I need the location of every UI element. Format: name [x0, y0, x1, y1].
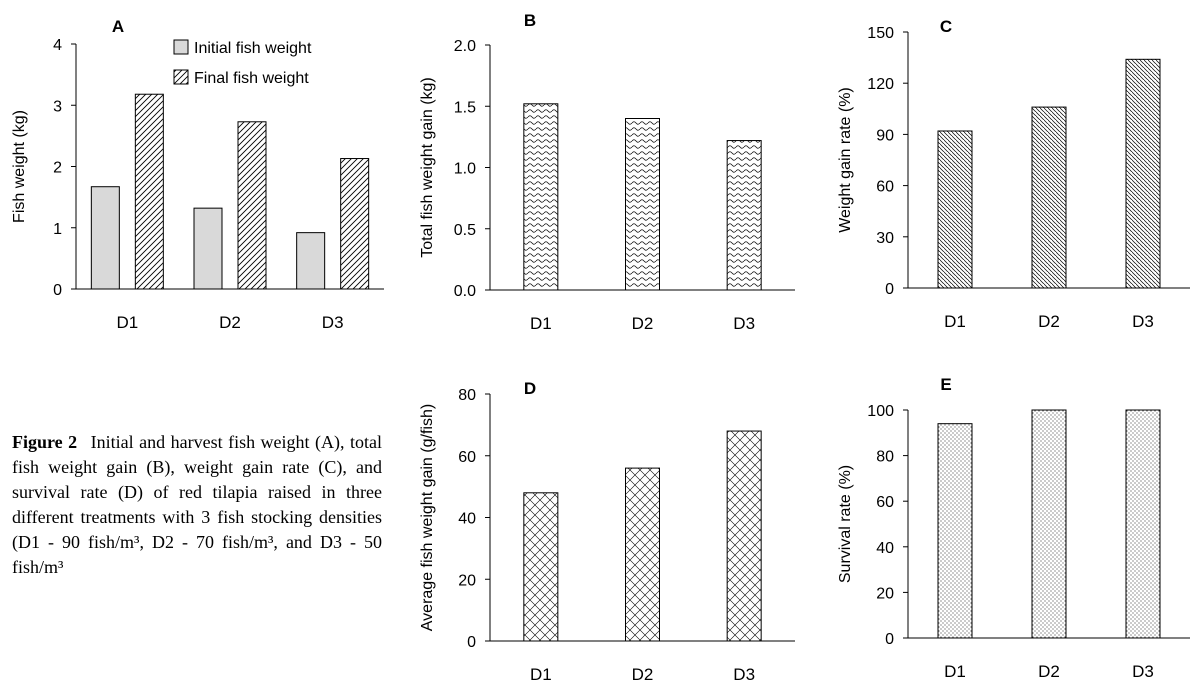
x-tick-label-b: D1: [530, 314, 552, 333]
bar-d-d2: [625, 467, 660, 642]
y-tick-label-c: 150: [867, 25, 894, 42]
x-tick-label-d: D1: [530, 665, 552, 684]
panel-letter-c: C: [940, 17, 952, 36]
panel-a: 0 1 2 3 4 Fish weight (kg) D1 D2 D3 Initial fish …: [11, 17, 384, 332]
panel-c: 0 30 60 90 120 150 Weight gain rate (%) D1 D2 D3 C: [837, 17, 1190, 331]
y-tick-label-e: 20: [876, 585, 894, 602]
y-tick-label-c: 30: [876, 230, 894, 247]
bar-c-d3: [1125, 58, 1161, 289]
y-tick-label-d: 80: [458, 387, 476, 404]
y-tick-label-e: 0: [885, 631, 894, 648]
y-tick-label-c: 120: [867, 76, 894, 93]
bar-a-final-fish-weight-d3: [340, 158, 370, 290]
x-tick-label-e: D1: [944, 662, 966, 681]
y-tick-label-c: 60: [876, 179, 894, 196]
panel-b: 0.0 0.5 1.0 1.5 2.0 Total fish weight gain (k…: [419, 11, 795, 333]
y-axis-label-a: Fish weight (kg): [11, 110, 28, 223]
y-tick-label-c: 90: [876, 127, 894, 144]
bar-c-d1: [937, 130, 973, 289]
x-tick-label-a: D1: [116, 313, 138, 332]
y-axis-label-c: Weight gain rate (%): [837, 87, 854, 233]
bar-a-initial-fish-weight-d2: [193, 207, 223, 290]
bar-d-d3: [726, 430, 762, 642]
bar-e-d2: [1031, 409, 1067, 639]
y-tick-label-c: 0: [885, 281, 894, 298]
bar-b-d3: [726, 140, 762, 291]
legend-label-1: Final fish weight: [194, 70, 309, 87]
bar-a-initial-fish-weight-d3: [296, 232, 326, 290]
bar-a-final-fish-weight-d1: [134, 93, 164, 290]
figure-caption: Figure 2 Initial and harvest fish weight…: [12, 430, 382, 580]
x-tick-label-b: D2: [632, 314, 654, 333]
x-tick-label-e: D3: [1132, 662, 1154, 681]
bar-c-d2: [1031, 106, 1067, 289]
panels-layer: 0 1 2 3 4 Fish weight (kg) D1 D2 D3 Initial fish …: [11, 11, 1190, 684]
panel-d: 0 20 40 60 80 Average fish weight gain (g/fis…: [419, 379, 795, 684]
y-tick-label-e: 100: [867, 403, 894, 420]
bar-e-d3: [1125, 409, 1161, 639]
bar-d-d1: [523, 492, 559, 642]
y-tick-label-b: 2.0: [454, 38, 476, 55]
x-tick-label-b: D3: [733, 314, 755, 333]
y-axis-label-e: Survival rate (%): [837, 465, 854, 583]
x-tick-label-e: D2: [1038, 662, 1060, 681]
y-tick-label-d: 60: [458, 449, 476, 466]
x-tick-label-c: D3: [1132, 312, 1154, 331]
legend-swatch-1: [173, 69, 189, 85]
y-tick-label-d: 40: [458, 511, 476, 528]
y-tick-label-e: 40: [876, 540, 894, 557]
bar-e-d1: [937, 423, 973, 639]
x-tick-label-d: D2: [632, 665, 654, 684]
bar-b-d1: [523, 103, 559, 291]
bar-a-initial-fish-weight-d1: [90, 186, 120, 290]
y-axis-label-b: Total fish weight gain (kg): [419, 77, 436, 258]
x-tick-label-c: D2: [1038, 312, 1060, 331]
y-axis-label-d: Average fish weight gain (g/fish): [419, 404, 436, 631]
x-tick-label-a: D2: [219, 313, 241, 332]
y-tick-label-a: 4: [53, 37, 62, 54]
y-tick-label-a: 3: [53, 98, 62, 115]
x-tick-label-a: D3: [322, 313, 344, 332]
legend-swatch-0: [173, 39, 189, 55]
x-tick-label-d: D3: [733, 665, 755, 684]
y-tick-label-d: 0: [467, 634, 476, 651]
y-tick-label-e: 60: [876, 494, 894, 511]
x-tick-label-c: D1: [944, 312, 966, 331]
y-tick-label-e: 80: [876, 449, 894, 466]
caption-label: Figure 2: [12, 432, 78, 452]
y-tick-label-b: 0.0: [454, 283, 476, 300]
caption-text: Initial and harvest fish weight (A), tot…: [12, 432, 382, 577]
y-tick-label-a: 1: [53, 221, 62, 238]
panel-letter-d: D: [524, 379, 536, 398]
panel-letter-a: A: [112, 17, 124, 36]
y-tick-label-d: 20: [458, 572, 476, 589]
y-tick-label-a: 0: [53, 282, 62, 299]
y-tick-label-b: 0.5: [454, 222, 476, 239]
panel-e: 0 20 40 60 80 100 Survival rate (%) D1 D2 D3 E: [837, 375, 1190, 681]
bar-b-d2: [625, 118, 660, 291]
y-tick-label-a: 2: [53, 160, 62, 177]
legend-label-0: Initial fish weight: [194, 40, 312, 57]
y-tick-label-b: 1.5: [454, 99, 476, 116]
bar-a-final-fish-weight-d2: [237, 121, 267, 290]
panel-letter-b: B: [524, 11, 536, 30]
y-tick-label-b: 1.0: [454, 161, 476, 178]
panel-letter-e: E: [940, 375, 951, 394]
